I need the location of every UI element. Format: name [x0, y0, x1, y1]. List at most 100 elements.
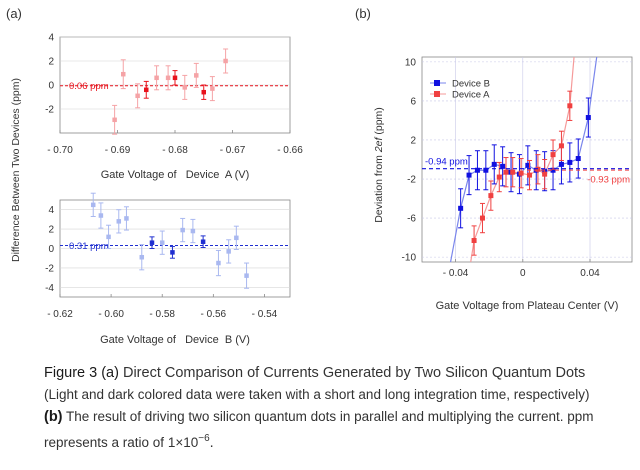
chart-b-data-point	[496, 174, 502, 180]
chart-a-bottom-data-point	[98, 213, 104, 218]
chart-a-top-data-point	[165, 75, 171, 81]
chart-a-top-data-point	[223, 58, 228, 64]
chart-a-top-y-tick-label: 4	[48, 33, 54, 44]
caption-line-3: (b) The result of driving two silicon qu…	[44, 406, 636, 428]
chart-b-x-label: Gate Voltage from Plateau Center (V)	[436, 300, 619, 312]
caption-line-4: represents a ratio of 1×10−6.	[44, 428, 636, 454]
chart-b-data-point	[550, 167, 556, 173]
chart-a-top-y-tick-label: 2	[48, 57, 54, 68]
chart-a-top-y-tick-label: 0	[48, 81, 54, 92]
chart-a-top-data-point	[194, 73, 199, 78]
chart-b-y-tick-label: 2	[410, 135, 416, 146]
caption-line-4-sup: −6	[198, 433, 210, 444]
chart-a-bottom-y-tick-label: -2	[45, 263, 54, 274]
chart-a-top-data-point	[182, 85, 188, 90]
figure-caption: Figure 3 (a) Direct Comparison of Curren…	[44, 362, 636, 454]
figure: (a) (b) Difference Between Two Devices (…	[6, 6, 633, 346]
chart-b-reference-label-device-a: -0.93 ppm	[587, 175, 630, 186]
caption-line-2: (Light and dark colored data were taken …	[44, 387, 590, 402]
panel-label-b: (b)	[355, 6, 371, 21]
chart-b-x-tick-label: 0.04	[580, 268, 600, 279]
chart-a-bottom-x-tick-label: - 0.54	[252, 309, 278, 320]
chart-a-bottom-x-tick-label: - 0.60	[98, 309, 124, 320]
chart-b-y-label-post: (ppm)	[373, 107, 385, 137]
chart-b-data-point	[567, 159, 573, 165]
chart-a-bottom-y-tick-label: 0	[48, 244, 54, 255]
chart-a-bottom-data-point	[244, 273, 249, 278]
chart-b-data-point	[525, 162, 531, 168]
chart-a-bottom-data-point	[190, 228, 196, 234]
chart-b-y-tick-label: -10	[402, 253, 417, 264]
chart-a-top-y-tick-label: -2	[45, 105, 54, 116]
chart-b-data-point	[585, 115, 591, 121]
chart-a-top-data-point	[172, 75, 178, 81]
chart-a-top-reference-label: 0.06 ppm	[69, 81, 109, 92]
chart-a-top-x-tick-label: - 0.66	[277, 145, 303, 156]
chart-b-y-label-ital: 2ef	[373, 136, 385, 153]
chart-b-data-point	[488, 193, 494, 199]
chart-a-bottom-x-tick-label: - 0.56	[201, 309, 227, 320]
chart-b-y-tick-label: 6	[410, 96, 416, 107]
chart-b-data-point	[483, 167, 489, 173]
chart-b-data-point	[503, 169, 509, 175]
chart-a-bottom-reference-label: 0.31 ppm	[69, 241, 109, 252]
chart-a-top-x-tick-label: - 0.70	[47, 145, 73, 156]
chart-a-top-x-tick-label: - 0.68	[162, 145, 188, 156]
chart-b-legend-label: Device B	[452, 79, 490, 90]
chart-a-bottom-y-tick-label: 4	[48, 205, 54, 216]
chart-b-legend-marker	[434, 91, 440, 97]
chart-a-bottom-y-tick-label: -4	[45, 283, 54, 294]
chart-a-top-x-tick-label: - 0.69	[105, 145, 131, 156]
chart-b-plot-frame	[421, 56, 633, 263]
chart-a-top-data-point	[112, 117, 117, 123]
caption-line-3-rest: The result of driving two silicon quantu…	[62, 409, 594, 424]
chart-a-bottom-data-point	[149, 240, 155, 245]
chart-a-bottom-data-point	[234, 235, 239, 241]
chart-b-data-point	[458, 205, 464, 211]
chart-a-bottom-data-point	[159, 240, 165, 245]
chart-b-data-point	[558, 143, 564, 149]
chart-a-bottom-data-point	[200, 239, 206, 244]
chart-b-y-tick-label: -6	[407, 214, 416, 225]
chart-b-data-point	[542, 171, 548, 177]
chart-a-bottom-x-tick-label: - 0.58	[149, 309, 175, 320]
chart-a-bottom-x-label: Gate Voltage of Device B (V)	[100, 334, 250, 346]
chart-a-bottom: -4 -2 0 2 4 - 0.62 - 0.60 - 0.58 - 0.56 - 0.54 0.3…	[45, 192, 291, 320]
chart-b-data-point	[567, 103, 573, 109]
chart-b-legend-label: Device A	[452, 90, 490, 101]
chart-b-data-point	[466, 172, 472, 178]
chart-a-top-data-point	[154, 75, 159, 81]
chart-a-top: -2 0 2 4 - 0.70 - 0.69 - 0.68 - 0.67 - 0.66 0.06 …	[45, 33, 303, 157]
chart-b-data-point	[500, 163, 506, 169]
chart-a-bottom-data-point	[216, 260, 221, 266]
chart-a-bottom-x-tick-label: - 0.62	[47, 309, 73, 320]
chart-a-bottom-data-point	[180, 227, 185, 233]
chart-b-data-point	[474, 167, 480, 173]
caption-line-1-prefix: Figure 3 (a)	[44, 365, 119, 381]
chart-a-bottom-data-point	[170, 250, 175, 255]
chart-b-data-point	[527, 172, 533, 178]
chart-b-x-tick-label: - 0.04	[443, 268, 469, 279]
chart-b-data-point	[518, 170, 524, 176]
caption-line-4-pre: represents a ratio of 1×10	[44, 434, 199, 450]
chart-b-x-tick-label: 0	[520, 268, 526, 279]
caption-line-1-rest: Direct Comparison of Currents Generated …	[118, 365, 586, 381]
chart-b: -10 -6 -2 2 6 10 - 0.04 0 0.04 -0.94 ppm -0.93 ppm…	[402, 56, 633, 279]
chart-b-data-point	[510, 169, 516, 175]
chart-a-top-data-point	[144, 87, 149, 93]
chart-b-y-label: Deviation from 2ef (ppm)	[373, 107, 385, 223]
panel-label-a: (a)	[6, 6, 22, 21]
caption-line-1: Figure 3 (a) Direct Comparison of Curren…	[44, 362, 636, 384]
chart-a-bottom-y-tick-label: 2	[48, 225, 54, 236]
chart-a-top-x-label: Gate Voltage of Device A (V)	[101, 169, 250, 181]
chart-a-top-x-tick-label: - 0.67	[220, 145, 246, 156]
chart-a-bottom-data-point	[124, 216, 129, 221]
caption-line-4-post: .	[209, 434, 214, 451]
chart-b-data-point	[471, 238, 477, 244]
chart-a-top-data-point	[121, 71, 126, 77]
panel-a-y-axis-label: Difference Between Two Devices (ppm)	[10, 78, 22, 262]
chart-a-top-data-point	[201, 89, 206, 95]
chart-a-bottom-data-point	[90, 202, 96, 208]
chart-a-bottom-data-point	[106, 234, 111, 240]
chart-b-legend-marker	[434, 80, 440, 86]
